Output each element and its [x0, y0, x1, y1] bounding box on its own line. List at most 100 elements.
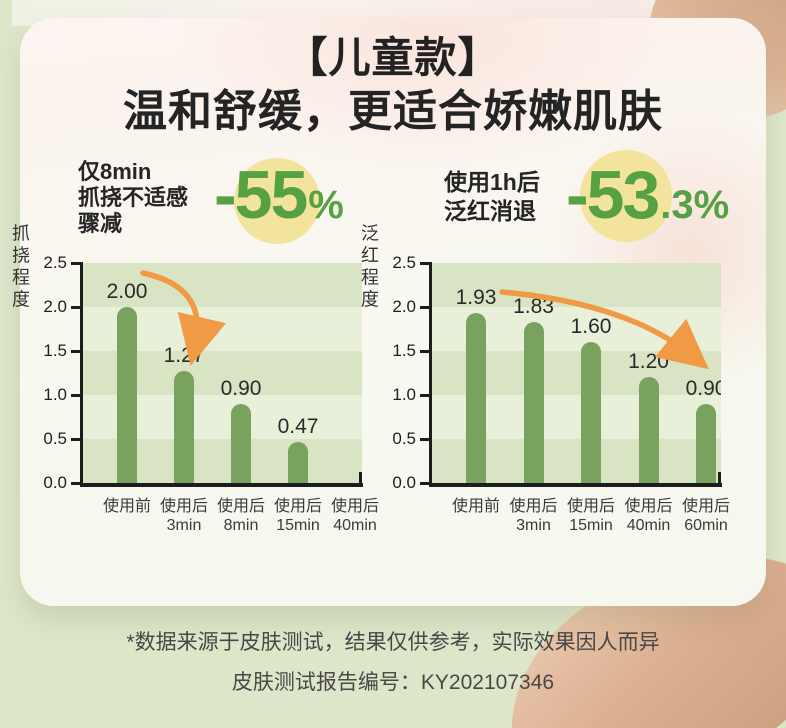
y-tick-label: 2.5: [43, 253, 67, 272]
stat-scratch-line3: 骤减: [78, 211, 123, 236]
x-tick-label-line: 使用后: [330, 498, 379, 515]
x-tick-label-line: 使用后: [681, 498, 730, 515]
y-axis-title-char: 挠: [12, 245, 30, 266]
bar-value-label: 2.00: [106, 280, 148, 303]
bar: [231, 403, 251, 483]
x-tick-label: 使用前: [440, 497, 512, 516]
y-axis-title: 抓挠程度: [11, 223, 31, 311]
bar: [288, 441, 308, 483]
y-tick-mark: [420, 393, 432, 397]
x-tick-label-line: 使用后: [509, 498, 558, 515]
x-axis-line: [80, 483, 363, 487]
stat-scratch-value: -55 %: [214, 157, 344, 233]
grid-band: [83, 263, 362, 307]
y-axis-title-char: 红: [361, 245, 379, 266]
y-tick-label: 2.5: [392, 253, 416, 272]
x-tick-label: 使用后 3min: [498, 497, 570, 535]
bar-value-label: 1.20: [628, 350, 669, 374]
x-tick-label-line: 使用前: [102, 498, 151, 515]
y-tick-label: 1.5: [43, 341, 67, 360]
plot-area: 1.93 1.83 1.60 1.20 0.90: [432, 263, 721, 483]
disclaimer-line2: 皮肤测试报告编号：KY202107346: [231, 671, 555, 694]
disclaimer: *数据来源于皮肤测试，结果仅供参考，实际效果因人而异 皮肤测试报告编号：KY20…: [0, 626, 786, 696]
bar: [174, 371, 194, 483]
plot-area: 2.00 1.27 0.90 0.47: [83, 263, 362, 483]
x-tick-label-line: 40min: [626, 517, 671, 534]
y-tick-label: 2.0: [392, 297, 416, 316]
stat-redness-caption: 使用1h后 泛红消退: [444, 168, 540, 226]
stat-scratch-caption: 仅8min 抓挠不适感 骤减: [78, 159, 188, 237]
y-axis-title-char: 程: [361, 267, 379, 288]
x-tick-label-line: 15min: [569, 517, 613, 534]
y-axis-line: [429, 263, 432, 486]
bar-value-label: 0.90: [685, 376, 721, 400]
bar-value-label: 1.60: [570, 315, 612, 339]
x-tick-label: 使用后 8min: [205, 497, 277, 535]
x-tick-label: 使用前: [91, 497, 163, 516]
x-tick-label-line: 使用后: [273, 498, 322, 515]
y-axis-title-char: 度: [361, 289, 379, 310]
stat-scratch-number: -55: [214, 157, 308, 233]
bar: [117, 307, 137, 483]
stat-redness-value: -53 .3%: [566, 157, 730, 233]
x-tick-label-line: 8min: [223, 517, 259, 534]
y-tick-label: 0.5: [392, 429, 416, 448]
x-tick-label: 使用后 40min: [613, 497, 685, 535]
bar-value-label: 1.93: [455, 286, 497, 310]
y-tick-mark: [71, 305, 83, 309]
y-tick-label: 0.0: [43, 473, 67, 492]
stat-redness-line1: 使用1h后: [444, 169, 540, 195]
x-tick-label-line: 使用后: [566, 498, 615, 515]
y-tick-mark: [71, 481, 83, 485]
y-axis-title-char: 程: [12, 267, 30, 288]
bar-value-label: 1.27: [163, 344, 205, 368]
bar-value-label: 0.90: [220, 376, 262, 400]
x-tick-label: 使用后 60min: [670, 497, 742, 535]
x-tick-label-line: 使用后: [216, 498, 265, 515]
x-tick-label: 使用后 15min: [555, 497, 627, 535]
y-tick-label: 1.0: [43, 385, 67, 404]
x-tick-label-line: 使用后: [624, 498, 673, 515]
y-tick-label: 1.0: [392, 385, 416, 404]
y-tick-label: 0.0: [392, 473, 416, 492]
page-subtitle: 温和舒缓，更适合娇嫩肌肤: [123, 87, 663, 136]
x-axis-line: [429, 483, 722, 487]
bar: [523, 321, 544, 483]
highlight-circle: [234, 158, 320, 244]
stat-scratch-unit: %: [308, 183, 344, 227]
highlight-circle: [580, 150, 672, 242]
stat-scratch-line2: 抓挠不适感: [78, 185, 189, 210]
y-axis-title: 泛红程度: [360, 223, 380, 311]
y-axis-title-char: 度: [12, 289, 30, 310]
y-axis-title-char: 泛: [361, 223, 379, 244]
bar: [696, 403, 716, 483]
y-tick-label: 1.5: [392, 341, 416, 360]
x-tick-label-line: 3min: [166, 517, 202, 534]
x-tick-label-line: 使用前: [451, 498, 500, 515]
content-card: 【儿童款】 温和舒缓，更适合娇嫩肌肤 仅8min 抓挠不适感 骤减 -55 % …: [12, 18, 766, 606]
y-tick-mark: [420, 437, 432, 441]
y-tick-mark: [71, 393, 83, 397]
x-tick-label: 使用后 3min: [148, 497, 220, 535]
x-tick-label: 使用后 40min: [319, 497, 391, 535]
y-axis-title-char: 抓: [12, 223, 30, 244]
stat-redness-number: -53: [566, 157, 660, 233]
x-tick-label-line: 40min: [333, 517, 377, 534]
y-tick-mark: [71, 437, 83, 441]
stat-redness-unit: .3%: [660, 183, 730, 227]
x-tick-label-line: 3min: [516, 517, 551, 534]
y-tick-mark: [420, 349, 432, 353]
x-axis-end-tick: [359, 472, 362, 483]
bar: [466, 313, 486, 483]
y-tick-mark: [420, 481, 432, 485]
x-axis-end-tick: [718, 472, 721, 483]
x-tick-label-line: 15min: [276, 517, 320, 534]
bar-value-label: 0.47: [277, 414, 319, 438]
stat-scratch-line1: 仅8min: [78, 159, 152, 184]
y-tick-mark: [71, 261, 83, 265]
bar: [638, 377, 659, 483]
y-tick-mark: [420, 305, 432, 309]
bar: [581, 342, 601, 483]
y-tick-mark: [71, 349, 83, 353]
